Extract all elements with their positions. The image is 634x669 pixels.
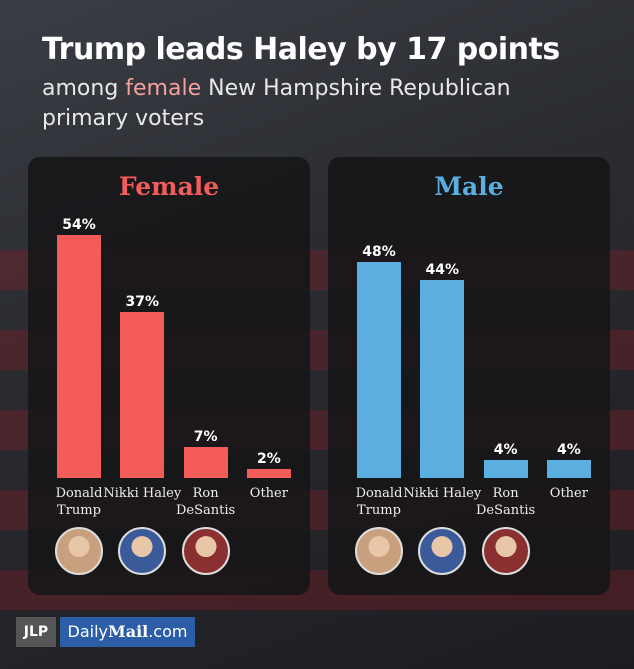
subtitle-text: among xyxy=(42,76,119,101)
value-label: 2% xyxy=(257,451,281,467)
subtitle-text: New Hampshire Republican primary voters xyxy=(42,76,511,131)
portrait xyxy=(181,527,230,575)
bar xyxy=(357,262,401,478)
title: Trump leads Haley by 17 points xyxy=(42,32,560,67)
category-label: Nikki Haley xyxy=(103,486,182,501)
brand-text: Mail xyxy=(107,622,149,641)
portrait xyxy=(418,527,467,575)
bar xyxy=(183,446,228,478)
value-label: 44% xyxy=(425,262,460,278)
value-label: 37% xyxy=(125,293,160,310)
bar xyxy=(483,460,528,478)
category-label: Ron DeSantis xyxy=(475,486,536,518)
category-label: Donald Trump xyxy=(55,486,103,518)
category-label: Other xyxy=(549,486,588,501)
bar xyxy=(120,311,165,478)
bar xyxy=(546,460,591,478)
value-label: 4% xyxy=(493,442,518,458)
bar xyxy=(57,235,101,478)
value-label: 7% xyxy=(193,428,218,445)
bar xyxy=(246,469,291,478)
value-label: 54% xyxy=(62,217,96,233)
portrait xyxy=(481,527,530,575)
portrait xyxy=(355,527,403,575)
category-label: Other xyxy=(249,486,288,501)
brand-text: Daily xyxy=(67,622,108,641)
category-label: Ron DeSantis xyxy=(175,486,236,518)
bar xyxy=(420,280,465,478)
portrait xyxy=(55,527,103,575)
value-label: 4% xyxy=(557,442,581,458)
category-label: Nikki Haley xyxy=(403,486,482,501)
subtitle-highlight: female xyxy=(125,76,202,101)
value-label: 48% xyxy=(362,244,396,260)
brand-text: .com xyxy=(148,622,188,641)
portrait xyxy=(118,527,167,575)
subtitle: among female New Hampshire Republican pr… xyxy=(42,74,602,134)
chart-title: Male xyxy=(434,172,504,201)
category-label: Donald Trump xyxy=(355,486,403,518)
brand-logo: DailyMail.com xyxy=(60,617,195,647)
jlp-logo: JLP xyxy=(16,617,56,647)
chart-title: Female xyxy=(118,172,220,201)
